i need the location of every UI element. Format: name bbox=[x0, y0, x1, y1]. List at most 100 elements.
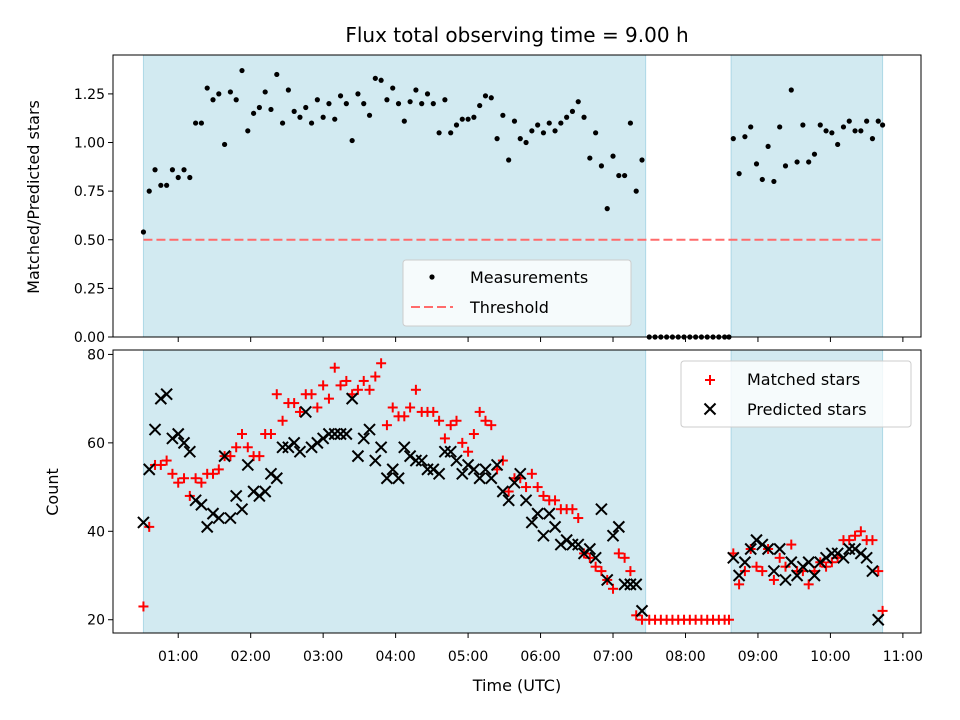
matched-point bbox=[625, 566, 636, 577]
legend-measurements-label: Measurements bbox=[470, 268, 588, 287]
measurement-point bbox=[361, 101, 367, 107]
bottom-plot-frame bbox=[112, 349, 922, 634]
matched-point bbox=[550, 495, 561, 506]
predicted-point bbox=[583, 542, 597, 556]
matched-point bbox=[312, 402, 323, 413]
x-tick-label: 11:00 bbox=[883, 649, 923, 665]
predicted-point bbox=[479, 463, 492, 476]
measurement-point bbox=[227, 89, 233, 95]
predicted-point bbox=[630, 578, 643, 591]
matched-point bbox=[538, 490, 549, 501]
measurement-point bbox=[869, 136, 876, 142]
measurement-point bbox=[384, 97, 390, 103]
measurement-point bbox=[303, 104, 309, 111]
measurement-point bbox=[279, 120, 286, 126]
measurement-point bbox=[506, 157, 512, 163]
matched-point bbox=[480, 415, 491, 426]
measurement-point bbox=[840, 124, 847, 130]
matched-point bbox=[723, 614, 734, 625]
measurement-point bbox=[250, 110, 257, 116]
bottom-legend-box bbox=[680, 360, 912, 428]
x-tick-label: 02:00 bbox=[231, 649, 271, 665]
measurement-point bbox=[852, 128, 858, 134]
predicted-point bbox=[177, 436, 191, 450]
matched-point bbox=[225, 451, 236, 462]
predicted-point bbox=[258, 485, 272, 498]
legend-matched-label: Matched stars bbox=[747, 370, 860, 389]
measurement-point bbox=[598, 163, 605, 169]
measurement-point bbox=[181, 167, 187, 173]
predicted-point bbox=[143, 463, 156, 476]
measurement-point bbox=[320, 114, 326, 120]
measurements-series bbox=[140, 67, 886, 340]
matched-point bbox=[867, 535, 878, 546]
measurement-point bbox=[794, 159, 800, 165]
top-legend: Measurements Threshold bbox=[402, 259, 632, 327]
predicted-point bbox=[496, 485, 510, 498]
predicted-point bbox=[363, 423, 376, 436]
measurement-point bbox=[823, 128, 829, 134]
measurement-point bbox=[864, 118, 870, 124]
measurement-point bbox=[477, 102, 483, 109]
measurement-point bbox=[616, 172, 622, 179]
matched-point bbox=[329, 362, 340, 373]
predicted-point bbox=[345, 392, 359, 405]
measurement-point bbox=[748, 124, 754, 130]
predicted-point bbox=[537, 529, 550, 542]
measurement-point bbox=[297, 114, 303, 120]
x-tick-label: 05:00 bbox=[448, 649, 488, 665]
measurement-point bbox=[146, 188, 152, 194]
bottom-y-tick-label: 80 bbox=[87, 347, 105, 363]
predicted-point bbox=[322, 427, 336, 441]
x-tick-label: 01:00 bbox=[158, 649, 198, 665]
measurement-point bbox=[453, 122, 460, 128]
measurement-point bbox=[164, 182, 170, 188]
top-y-tick-label: 1.00 bbox=[74, 136, 105, 152]
predicted-point bbox=[843, 542, 856, 556]
matched-point bbox=[486, 420, 497, 431]
measurement-point bbox=[511, 118, 518, 124]
matched-point bbox=[457, 437, 468, 448]
predicted-point bbox=[525, 516, 539, 529]
measurement-point bbox=[587, 155, 593, 161]
predicted-point bbox=[543, 507, 556, 520]
measurement-point bbox=[552, 128, 558, 134]
top-legend-box bbox=[402, 259, 632, 327]
measurement-point bbox=[152, 167, 158, 173]
matched-point bbox=[213, 464, 224, 475]
measurement-point bbox=[529, 128, 535, 134]
matched-point bbox=[532, 482, 543, 493]
measurement-point bbox=[564, 114, 570, 120]
measurement-point bbox=[846, 118, 852, 124]
predicted-point bbox=[548, 520, 562, 534]
bottom-y-axis: 20 40 60 80 bbox=[87, 347, 113, 629]
measurement-point bbox=[465, 116, 471, 122]
predicted-point bbox=[172, 427, 185, 441]
predicted-point bbox=[866, 564, 879, 578]
predicted-point bbox=[502, 494, 515, 507]
predicted-point bbox=[369, 454, 382, 467]
measurement-point bbox=[436, 130, 442, 136]
predicted-point bbox=[183, 445, 197, 458]
measurement-point bbox=[274, 71, 280, 78]
matched-point bbox=[265, 429, 276, 440]
top-shaded-intervals bbox=[142, 54, 884, 338]
measurement-point bbox=[788, 87, 794, 93]
measurement-point bbox=[494, 136, 500, 142]
matched-point bbox=[173, 477, 184, 488]
matched-point bbox=[138, 601, 149, 612]
measurement-point bbox=[216, 91, 222, 97]
matched-point bbox=[370, 371, 381, 382]
measurement-point bbox=[471, 114, 477, 120]
top-plot-frame bbox=[112, 54, 922, 338]
matched-point bbox=[521, 482, 532, 493]
predicted-point bbox=[409, 454, 423, 467]
legend-threshold-label: Threshold bbox=[469, 298, 549, 317]
measurement-point bbox=[753, 161, 760, 167]
predicted-point bbox=[618, 578, 631, 591]
predicted-point bbox=[137, 516, 150, 529]
measurement-point bbox=[523, 139, 529, 146]
measurement-point bbox=[730, 136, 736, 142]
measurement-point bbox=[291, 108, 297, 114]
matched-point bbox=[341, 375, 352, 386]
